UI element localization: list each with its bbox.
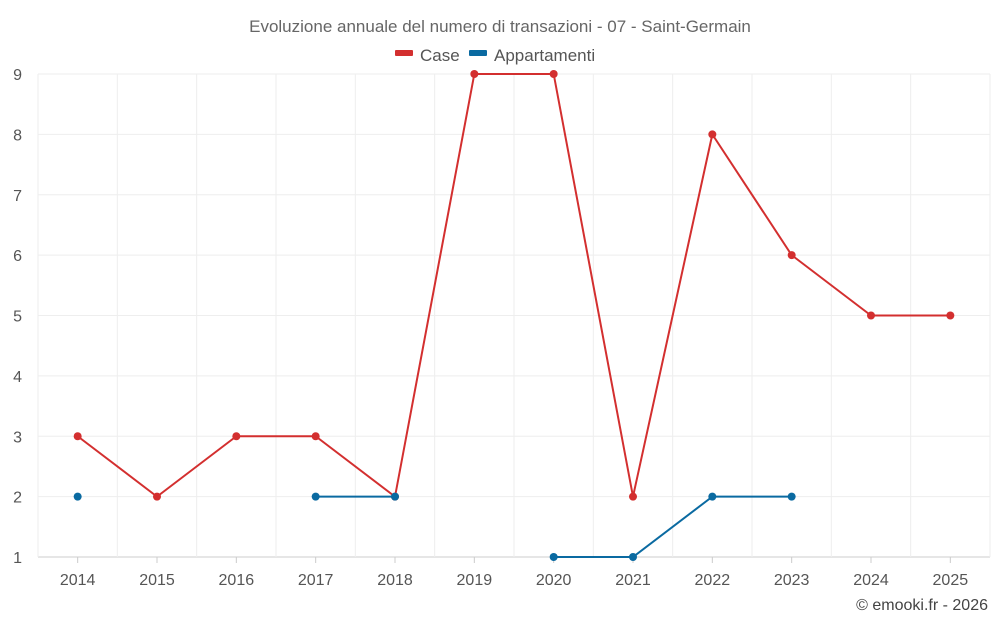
y-axis-ticks: 1 2 3 4 5 6 7 8 9 — [13, 67, 22, 567]
x-tick-label: 2015 — [139, 572, 175, 589]
credit-text: © emooki.fr - 2026 — [856, 597, 988, 614]
x-tick-label: 2020 — [536, 572, 572, 589]
x-axis-ticks: 2014 2015 2016 2017 2018 2019 2020 2021 2022 2023… — [60, 557, 968, 589]
series-appartamenti — [73, 492, 796, 561]
legend: Case Appartamenti — [395, 46, 595, 65]
grid — [37, 73, 991, 558]
x-tick-label: 2014 — [60, 572, 96, 589]
data-point[interactable] — [549, 70, 558, 78]
x-tick-label: 2018 — [377, 572, 413, 589]
x-tick-label: 2021 — [615, 572, 651, 589]
y-tick-label: 2 — [13, 490, 22, 507]
data-point[interactable] — [153, 492, 161, 501]
legend-label-appartamenti[interactable]: Appartamenti — [494, 46, 595, 65]
series-case — [73, 70, 955, 501]
data-point[interactable] — [787, 251, 796, 260]
legend-swatch-case[interactable] — [395, 50, 413, 56]
series-line — [553, 495, 792, 558]
y-tick-label: 4 — [13, 369, 22, 386]
y-tick-label: 5 — [13, 309, 22, 326]
data-point[interactable] — [311, 492, 320, 501]
data-point[interactable] — [73, 432, 82, 441]
legend-swatch-appartamenti[interactable] — [469, 50, 487, 56]
y-tick-label: 7 — [13, 188, 22, 205]
data-point[interactable] — [629, 492, 637, 501]
data-point[interactable] — [311, 432, 320, 441]
x-tick-label: 2024 — [853, 572, 889, 589]
series-line — [77, 73, 951, 498]
y-tick-label: 9 — [13, 67, 22, 84]
y-tick-label: 8 — [13, 127, 22, 144]
x-tick-label: 2023 — [774, 572, 810, 589]
data-point[interactable] — [867, 311, 875, 320]
legend-label-case[interactable]: Case — [420, 46, 460, 65]
data-point[interactable] — [708, 130, 717, 139]
data-point[interactable] — [391, 492, 399, 501]
x-tick-label: 2016 — [219, 572, 255, 589]
data-point[interactable] — [549, 553, 558, 561]
data-point[interactable] — [73, 492, 82, 501]
data-point[interactable] — [787, 492, 796, 501]
series-group — [73, 70, 955, 561]
data-point[interactable] — [946, 311, 955, 320]
data-point[interactable] — [232, 432, 241, 441]
y-tick-label: 6 — [13, 248, 22, 265]
x-tick-label: 2019 — [457, 572, 493, 589]
x-tick-label: 2022 — [695, 572, 731, 589]
chart-title: Evoluzione annuale del numero di transaz… — [249, 17, 751, 36]
x-tick-label: 2025 — [933, 572, 969, 589]
y-tick-label: 1 — [13, 550, 22, 567]
data-point[interactable] — [470, 70, 479, 78]
data-point[interactable] — [708, 492, 717, 501]
x-tick-label: 2017 — [298, 572, 334, 589]
y-tick-label: 3 — [13, 429, 22, 446]
data-point[interactable] — [629, 553, 637, 561]
